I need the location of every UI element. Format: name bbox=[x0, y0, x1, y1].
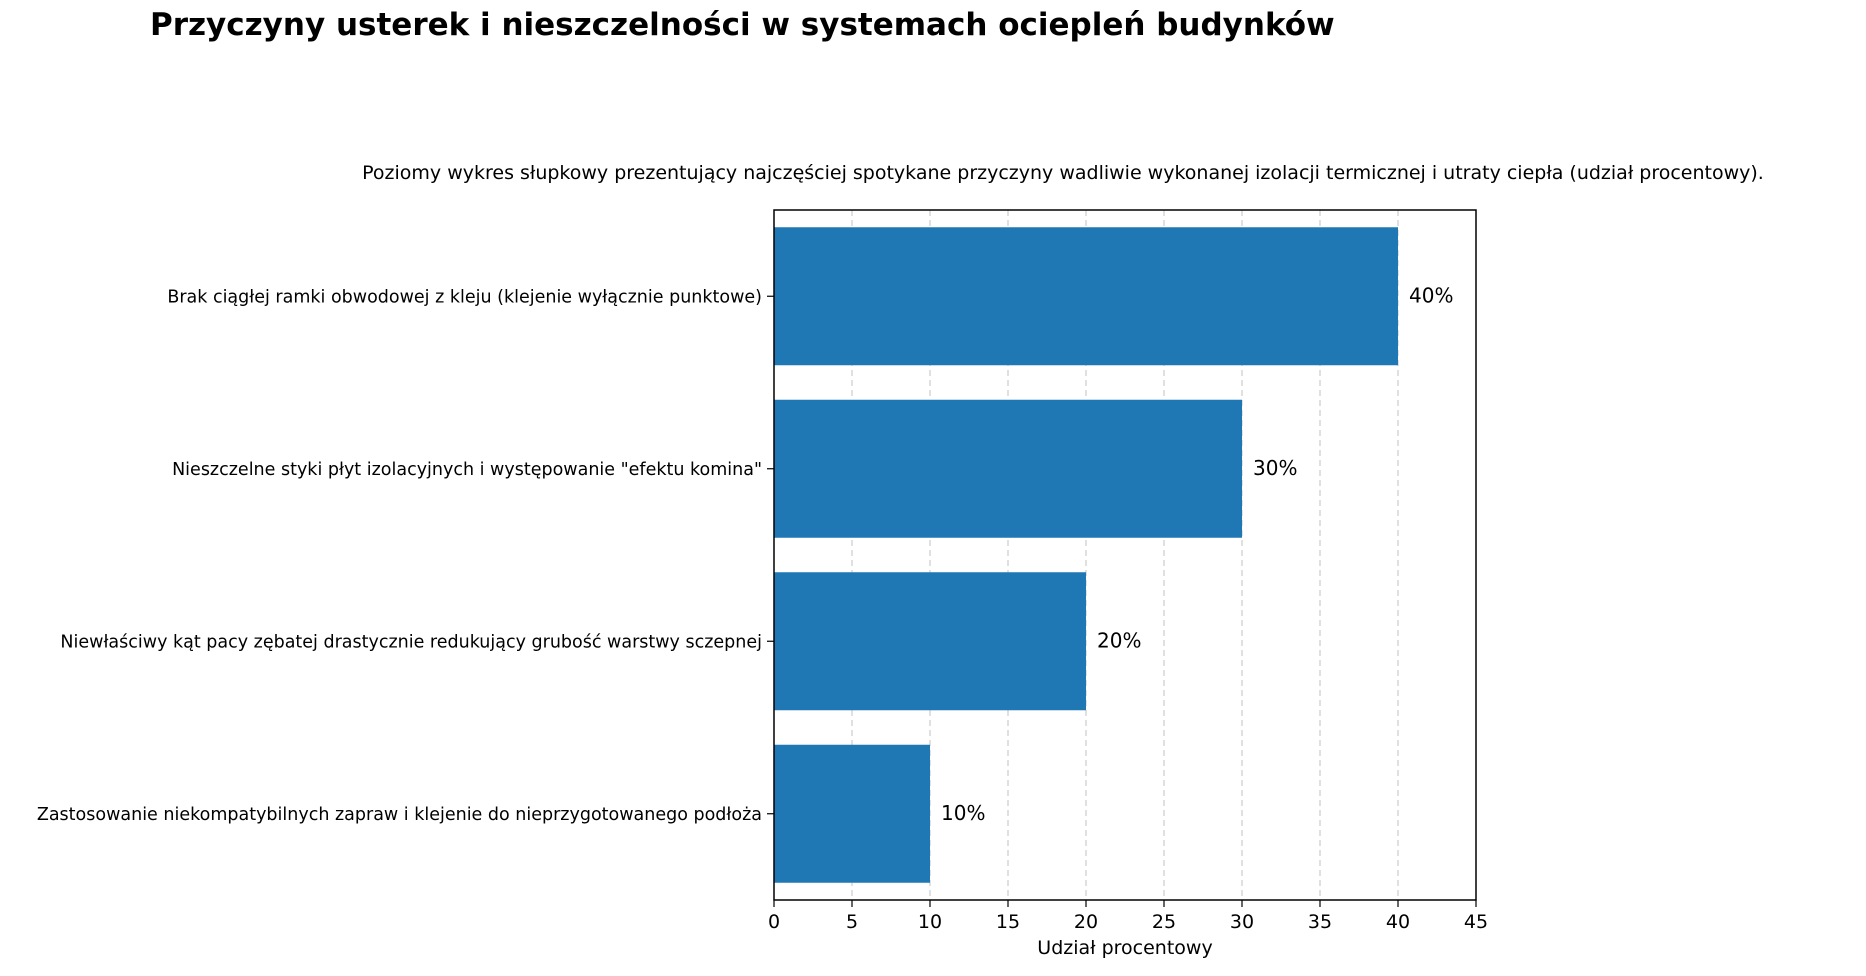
bar-2 bbox=[774, 399, 1242, 538]
bar-1 bbox=[774, 227, 1398, 366]
bar-3 bbox=[774, 572, 1086, 711]
category-label: Brak ciągłej ramki obwodowej z kleju (kl… bbox=[167, 287, 762, 307]
category-label: Zastosowanie niekompatybilnych zapraw i … bbox=[37, 805, 762, 825]
bar-4 bbox=[774, 744, 930, 883]
chart-subtitle: Poziomy wykres słupkowy prezentujący naj… bbox=[362, 162, 1764, 184]
x-tick-label: 45 bbox=[1464, 911, 1488, 933]
x-tick-label: 30 bbox=[1230, 911, 1254, 933]
plot-frame bbox=[773, 209, 1477, 901]
data-label: 30% bbox=[1253, 456, 1297, 480]
x-tick-label: 35 bbox=[1308, 911, 1332, 933]
x-axis-ticks: 0 5 10 15 20 25 30 35 40 45 bbox=[767, 295, 1488, 933]
data-label: 20% bbox=[1097, 628, 1141, 652]
x-tick-label: 15 bbox=[996, 911, 1020, 933]
x-tick-label: 0 bbox=[768, 911, 780, 933]
x-axis-label: Udział procentowy bbox=[1037, 937, 1212, 959]
x-tick-label: 5 bbox=[846, 911, 858, 933]
bars bbox=[774, 227, 1398, 883]
y-axis-categories: Brak ciągłej ramki obwodowej z kleju (kl… bbox=[37, 287, 762, 825]
chart-title: Przyczyny usterek i nieszczelności w sys… bbox=[150, 7, 1335, 43]
data-label: 40% bbox=[1409, 283, 1453, 307]
data-labels: 40% 30% 20% 10% bbox=[941, 283, 1453, 825]
category-label: Nieszczelne styki płyt izolacyjnych i wy… bbox=[172, 460, 762, 480]
category-label: Niewłaściwy kąt pacy zębatej drastycznie… bbox=[60, 632, 762, 652]
x-tick-label: 10 bbox=[918, 911, 942, 933]
data-label: 10% bbox=[941, 801, 985, 825]
x-tick-label: 20 bbox=[1074, 911, 1098, 933]
x-tick-label: 40 bbox=[1386, 911, 1410, 933]
x-tick-label: 25 bbox=[1152, 911, 1176, 933]
